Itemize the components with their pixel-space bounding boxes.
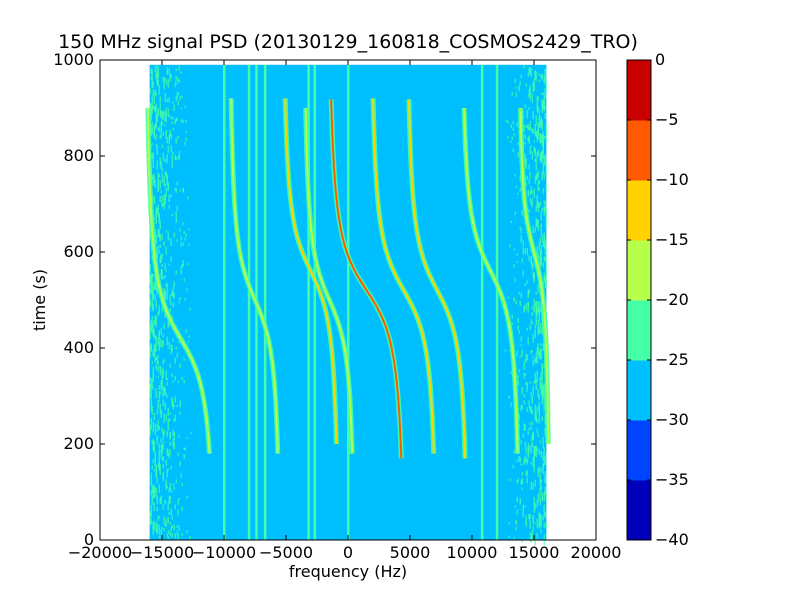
y-tick-label: 800: [63, 146, 94, 165]
doppler-curve: [330, 99, 403, 459]
vertical-line: [495, 64, 499, 541]
y-axis-label: time (s): [30, 269, 49, 331]
doppler-curves: [145, 98, 551, 459]
chart-title: 150 MHz signal PSD (20130129_160818_COSM…: [58, 31, 638, 53]
colorbar-segment: [627, 240, 651, 301]
vertical-line: [247, 64, 251, 541]
colorbar: −40 −35 −30 −25 −20 −15 −10 −5 0: [626, 50, 689, 549]
colorbar-segment: [627, 300, 651, 361]
x-tick-label: 15000: [509, 543, 560, 562]
x-tick-label: −10000: [192, 543, 256, 562]
colorbar-tick-label: −20: [655, 290, 689, 309]
y-tick-label: 200: [63, 434, 94, 453]
vertical-line: [307, 64, 310, 541]
x-tick-label: 0: [343, 543, 353, 562]
colorbar-segment: [627, 360, 651, 421]
x-axis-label: frequency (Hz): [289, 562, 407, 581]
colorbar-tick-label: −40: [655, 530, 689, 549]
doppler-curve: [407, 99, 467, 459]
colorbar-segment: [627, 60, 651, 121]
x-tick-label: 10000: [447, 543, 498, 562]
plot-area: [99, 59, 597, 546]
x-axis: −20000−15000−10000 −5000 0 5000 10000 15000 20…: [68, 60, 622, 562]
x-tick-label: 20000: [571, 543, 622, 562]
doppler-curve: [304, 108, 354, 454]
doppler-curve: [372, 98, 435, 454]
colorbar-segment: [627, 180, 651, 241]
doppler-curve: [230, 98, 279, 454]
colorbar-tick-label: −30: [655, 410, 689, 429]
colorbar-tick-label: −10: [655, 170, 689, 189]
colorbar-tick-label: −35: [655, 470, 689, 489]
colorbar-segment: [627, 480, 651, 541]
x-tick-label: −5000: [259, 543, 313, 562]
vertical-line: [480, 64, 484, 541]
y-tick-label: 400: [63, 338, 94, 357]
doppler-curve: [519, 108, 550, 444]
colorbar-segment: [627, 420, 651, 481]
x-tick-label: 5000: [390, 543, 431, 562]
y-tick-label: 1000: [53, 50, 94, 69]
colorbar-tick-label: −5: [655, 110, 679, 129]
x-tick-label: −15000: [130, 543, 194, 562]
vertical-line: [223, 64, 226, 541]
doppler-curve: [463, 107, 519, 454]
y-axis: 0 200 400 600 800 1000: [53, 50, 596, 549]
colorbar-segment: [627, 120, 651, 181]
y-tick-label: 0: [84, 530, 94, 549]
colorbar-tick-label: 0: [655, 50, 665, 69]
x-tick-label: −20000: [68, 543, 132, 562]
heatmap-layer: [145, 64, 551, 546]
colorbar-tick-label: −15: [655, 230, 689, 249]
vertical-line: [347, 64, 350, 541]
y-tick-label: 600: [63, 242, 94, 261]
colorbar-tick-label: −25: [655, 350, 689, 369]
vertical-line: [263, 64, 267, 541]
doppler-curve: [284, 98, 338, 445]
vertical-line: [313, 64, 317, 541]
doppler-curve: [146, 108, 211, 454]
